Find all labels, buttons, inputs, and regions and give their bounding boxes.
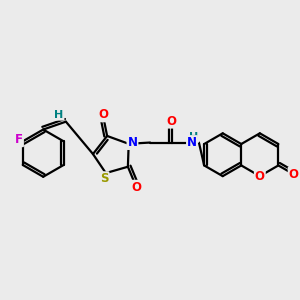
Text: O: O xyxy=(98,108,108,122)
Text: S: S xyxy=(100,172,109,185)
Text: O: O xyxy=(131,181,141,194)
Text: O: O xyxy=(255,169,265,183)
Text: H: H xyxy=(189,132,198,142)
Text: O: O xyxy=(289,168,298,181)
Text: O: O xyxy=(167,115,176,128)
Text: N: N xyxy=(128,136,137,149)
Text: N: N xyxy=(187,136,197,149)
Text: H: H xyxy=(54,110,64,120)
Text: F: F xyxy=(15,133,23,146)
